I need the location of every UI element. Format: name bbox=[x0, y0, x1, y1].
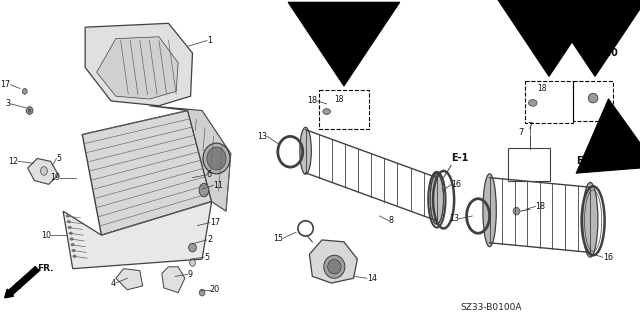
Text: FR.: FR. bbox=[37, 264, 54, 273]
Text: 14: 14 bbox=[367, 274, 377, 283]
Polygon shape bbox=[63, 202, 212, 269]
Text: 17: 17 bbox=[210, 218, 220, 227]
Text: E-1: E-1 bbox=[451, 153, 468, 163]
Ellipse shape bbox=[22, 88, 27, 94]
Ellipse shape bbox=[300, 127, 311, 174]
Ellipse shape bbox=[28, 109, 31, 113]
Text: 4: 4 bbox=[111, 278, 116, 287]
Ellipse shape bbox=[73, 255, 76, 257]
Polygon shape bbox=[85, 23, 193, 106]
Ellipse shape bbox=[40, 167, 47, 175]
Text: E-8: E-8 bbox=[335, 58, 353, 68]
Ellipse shape bbox=[67, 215, 69, 217]
Text: 3: 3 bbox=[5, 99, 10, 108]
Text: 11: 11 bbox=[214, 181, 223, 190]
Text: 18: 18 bbox=[307, 96, 317, 106]
Text: 13: 13 bbox=[449, 214, 459, 223]
Ellipse shape bbox=[483, 174, 496, 247]
Text: 20: 20 bbox=[210, 285, 220, 294]
Text: 16: 16 bbox=[451, 180, 461, 189]
Ellipse shape bbox=[430, 173, 444, 224]
Ellipse shape bbox=[513, 207, 520, 215]
Text: 6: 6 bbox=[207, 170, 212, 179]
Text: 10: 10 bbox=[41, 231, 51, 240]
Polygon shape bbox=[149, 106, 231, 211]
Ellipse shape bbox=[189, 260, 195, 266]
Ellipse shape bbox=[69, 232, 72, 234]
Ellipse shape bbox=[203, 143, 230, 174]
Polygon shape bbox=[28, 159, 58, 184]
Ellipse shape bbox=[189, 243, 196, 252]
Ellipse shape bbox=[207, 147, 226, 170]
Text: 15: 15 bbox=[273, 234, 284, 242]
Text: E-1: E-1 bbox=[576, 156, 593, 166]
Text: 16: 16 bbox=[603, 253, 612, 262]
Polygon shape bbox=[309, 240, 357, 283]
FancyArrow shape bbox=[4, 267, 39, 298]
Text: E-3-20: E-3-20 bbox=[584, 48, 618, 58]
Text: 13: 13 bbox=[257, 132, 268, 141]
Ellipse shape bbox=[68, 226, 71, 229]
Text: 18: 18 bbox=[538, 84, 547, 93]
Text: 7: 7 bbox=[518, 128, 524, 137]
Ellipse shape bbox=[71, 243, 74, 246]
Text: 18: 18 bbox=[536, 202, 546, 211]
Polygon shape bbox=[116, 269, 143, 290]
Text: 8: 8 bbox=[389, 216, 394, 225]
Ellipse shape bbox=[72, 249, 75, 252]
Text: 19: 19 bbox=[50, 173, 60, 182]
Ellipse shape bbox=[26, 107, 33, 115]
Text: 1: 1 bbox=[207, 36, 212, 45]
Ellipse shape bbox=[588, 93, 598, 103]
Ellipse shape bbox=[67, 220, 70, 223]
Ellipse shape bbox=[529, 100, 537, 106]
Ellipse shape bbox=[199, 289, 205, 296]
Ellipse shape bbox=[323, 109, 330, 115]
Text: SZ33-B0100A: SZ33-B0100A bbox=[461, 302, 522, 312]
Text: 17: 17 bbox=[0, 80, 10, 89]
Text: 12: 12 bbox=[8, 157, 18, 166]
Text: 7: 7 bbox=[527, 122, 532, 131]
Ellipse shape bbox=[324, 255, 345, 278]
Text: 5: 5 bbox=[56, 154, 61, 163]
Text: 18: 18 bbox=[334, 94, 344, 104]
Ellipse shape bbox=[328, 260, 341, 274]
Text: 2: 2 bbox=[207, 235, 212, 244]
Text: 5: 5 bbox=[204, 253, 209, 262]
Ellipse shape bbox=[70, 238, 73, 240]
Polygon shape bbox=[162, 267, 185, 293]
Ellipse shape bbox=[199, 183, 209, 197]
Text: 9: 9 bbox=[188, 270, 193, 279]
Ellipse shape bbox=[582, 182, 598, 257]
Polygon shape bbox=[97, 37, 178, 99]
Polygon shape bbox=[83, 111, 212, 235]
Text: E-8: E-8 bbox=[540, 48, 558, 58]
